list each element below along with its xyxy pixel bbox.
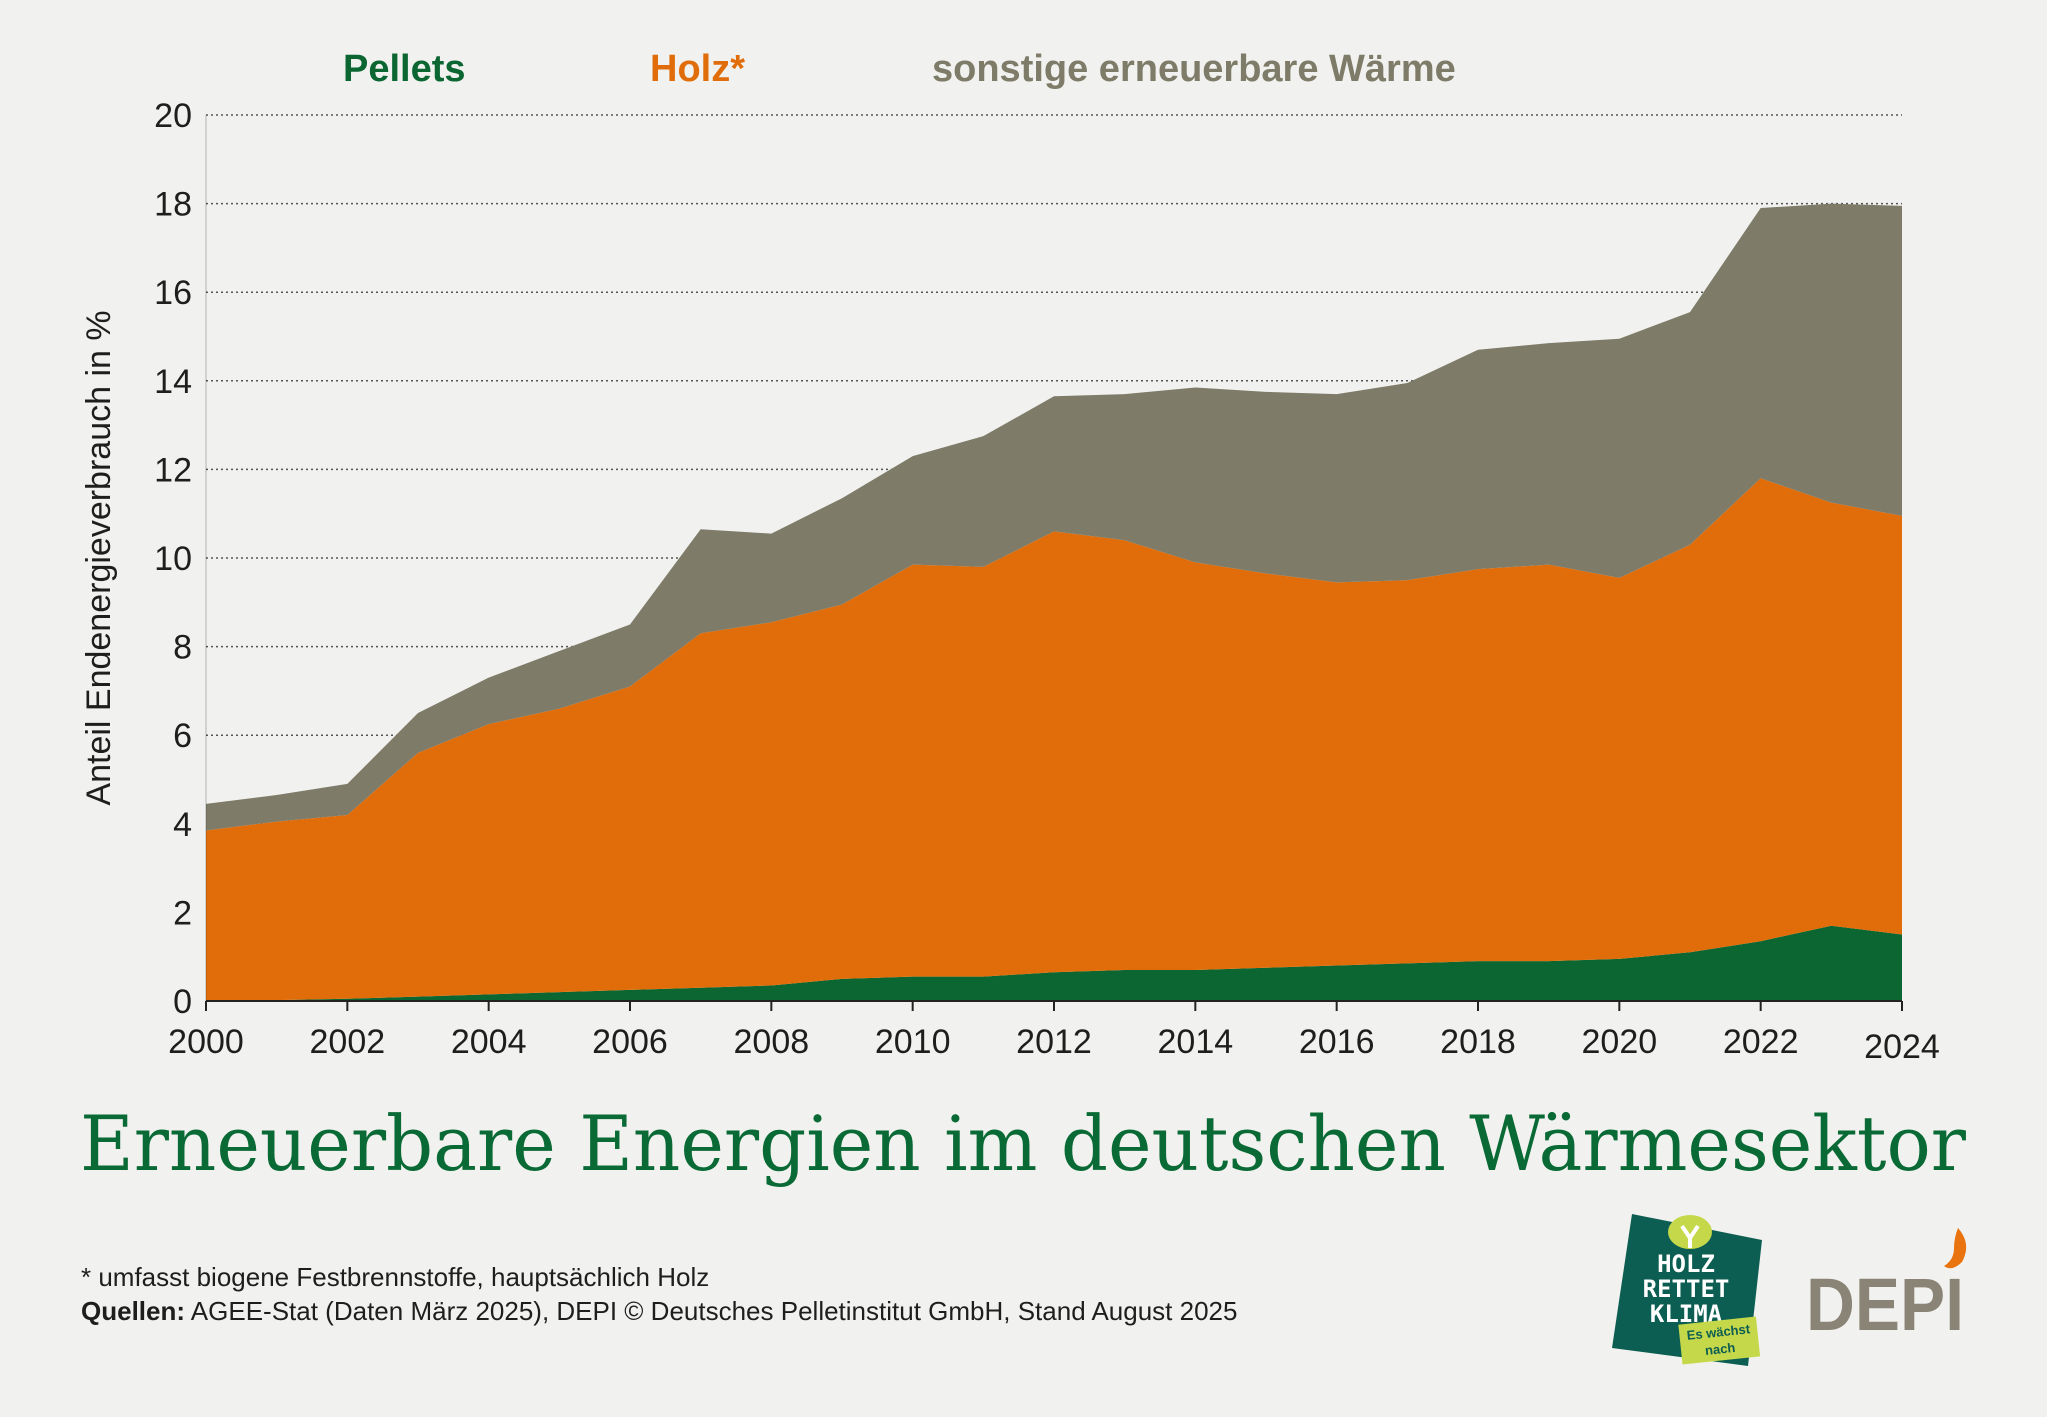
y-tick-label: 16 <box>154 274 192 312</box>
x-tick-label: 2020 <box>1582 1023 1658 1061</box>
sources-label: Quellen: <box>81 1296 185 1326</box>
x-tick-label: 2012 <box>1016 1023 1092 1061</box>
y-axis-ticks: 0 2 4 6 8 10 12 14 16 18 20 <box>154 97 192 1021</box>
x-tick-label: 2014 <box>1158 1023 1234 1061</box>
x-tick-label: 2000 <box>168 1023 244 1061</box>
footnote: * umfasst biogene Festbrennstoffe, haupt… <box>81 1262 709 1292</box>
y-tick-label: 14 <box>154 363 192 401</box>
x-axis-ticks: 2000 2002 2004 2006 2008 2010 2012 2014 2016 2018… <box>168 115 1940 1066</box>
legend-item: sonstige erneuerbare Wärme <box>932 48 1456 90</box>
legend-item: Pellets <box>343 48 466 90</box>
depi-logo: DEPI <box>1806 1228 1967 1346</box>
area-holz <box>206 478 1902 1001</box>
x-tick-label: 2022 <box>1723 1023 1799 1061</box>
y-axis-title: Anteil Endenergieverbrauch in % <box>80 310 118 805</box>
flame-icon <box>1944 1228 1967 1269</box>
x-tick-label: 2004 <box>451 1023 527 1061</box>
svg-text:nach: nach <box>1704 1340 1736 1358</box>
x-tick-label: 2002 <box>310 1023 386 1061</box>
y-tick-label: 4 <box>173 806 192 844</box>
y-tick-label: 8 <box>173 629 192 667</box>
svg-text:HOLZ: HOLZ <box>1657 1250 1715 1278</box>
svg-text:RETTET: RETTET <box>1643 1275 1730 1303</box>
sources-text: AGEE-Stat (Daten März 2025), DEPI © Deut… <box>185 1296 1237 1326</box>
y-tick-label: 10 <box>154 540 192 578</box>
y-tick-label: 2 <box>173 894 192 932</box>
x-tick-label: 2008 <box>734 1023 810 1061</box>
sources: Quellen: AGEE-Stat (Daten März 2025), DE… <box>81 1296 1237 1326</box>
legend: Pellets Holz* sonstige erneuerbare Wärme <box>343 48 1456 90</box>
svg-text:Es wächst: Es wächst <box>1686 1321 1751 1343</box>
legend-item: Holz* <box>650 48 745 90</box>
x-tick-label: 2016 <box>1299 1023 1375 1061</box>
stacked-areas <box>206 203 1902 1001</box>
y-tick-label: 12 <box>154 451 192 489</box>
y-tick-label: 18 <box>154 186 192 224</box>
area-sonstige <box>206 203 1902 831</box>
area-pellets <box>206 925 1902 1001</box>
holz-rettet-klima-logo: HOLZ RETTET KLIMA Es wächst nach <box>1612 1214 1762 1366</box>
y-tick-label: 6 <box>173 717 192 755</box>
y-tick-label: 0 <box>173 983 192 1021</box>
x-tick-label: 2010 <box>875 1023 951 1061</box>
x-tick-label: 2024 <box>1864 1028 1940 1066</box>
svg-text:DEPI: DEPI <box>1806 1263 1964 1346</box>
chart-title: Erneuerbare Energien im deutschen Wärmes… <box>80 1099 1967 1188</box>
x-tick-label: 2006 <box>592 1023 668 1061</box>
x-tick-label: 2018 <box>1440 1023 1516 1061</box>
y-tick-label: 20 <box>154 97 192 135</box>
